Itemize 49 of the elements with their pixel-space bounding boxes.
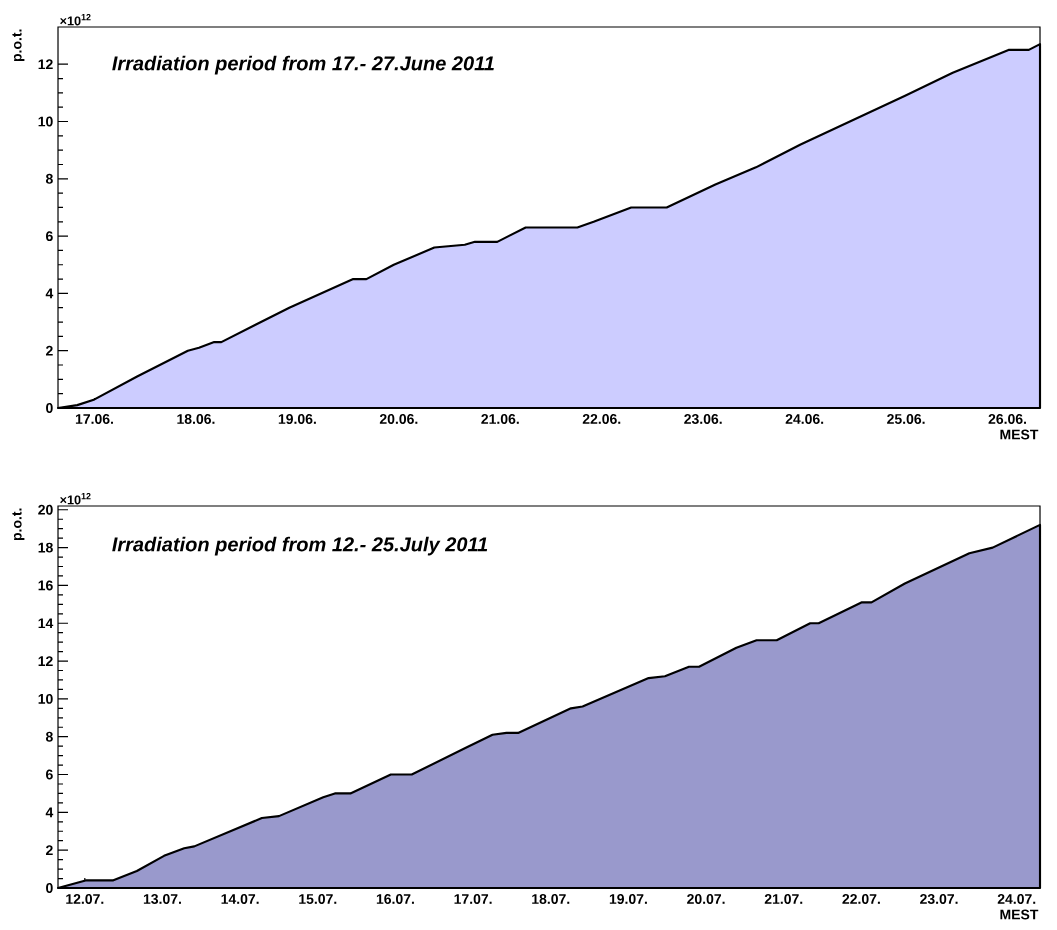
x-tick-label: 25.06. (887, 414, 925, 424)
y-tick-label: 0 (46, 403, 53, 413)
x-tick-label: 26.06. (988, 414, 1027, 424)
x-tick-label: 19.06. (278, 414, 316, 424)
y-axis-title: p.o.t. (12, 508, 25, 541)
x-tick-label: 24.06. (785, 414, 824, 424)
y-tick-label: 10 (38, 693, 53, 704)
y-tick-label: 4 (45, 807, 54, 818)
x-tick-label: 18.06. (177, 414, 215, 424)
x-axis-title: MEST (1000, 909, 1039, 920)
y-tick-label: 12 (38, 59, 53, 70)
text: ×10$^{12}$ (60, 13, 91, 26)
x-tick-label: 17.06. (75, 414, 113, 424)
text: ×10$^{12}$ (60, 492, 91, 505)
y-tick-label: 4 (45, 288, 54, 299)
y-tick-label: 2 (45, 345, 53, 356)
y-tick-label: 8 (45, 731, 53, 742)
x-tick-label: 17.07. (454, 894, 492, 904)
y-tick-label: 0 (46, 883, 53, 893)
x-tick-label: 20.07. (687, 894, 725, 904)
y-tick-label: 6 (46, 231, 53, 242)
x-tick-label: 23.06. (684, 414, 722, 424)
y-tick-label: 12 (38, 656, 53, 666)
x-tick-label: 18.07. (532, 894, 570, 904)
x-tick-label: 21.07. (764, 894, 803, 904)
x-tick-label: 24.07. (997, 894, 1036, 904)
x-tick-label: 22.07. (842, 894, 880, 904)
y-tick-label: 6 (46, 769, 53, 780)
y-tick-label: 14 (38, 618, 54, 629)
y-axis-title: p.o.t. (12, 29, 25, 62)
x-tick-label: 20.06. (379, 414, 418, 424)
x-tick-label: 21.06. (481, 414, 519, 424)
x-tick-label: 23.07. (920, 894, 958, 904)
y-tick-label: 20 (38, 504, 53, 515)
x-tick-label: 15.07. (299, 894, 337, 904)
x-tick-label: 19.07. (609, 894, 647, 904)
text: Irradiation period from 17.- 27.June 2011 (112, 55, 494, 75)
x-tick-label: 12.07. (66, 894, 104, 904)
x-tick-label: 22.06. (582, 414, 621, 424)
text: Irradiation period from 12.- 25.July 2011 (112, 536, 488, 556)
y-tick-label: 16 (38, 580, 53, 591)
x-tick-label: 16.07. (376, 894, 414, 904)
y-tick-label: 10 (38, 116, 53, 127)
y-tick-label: 8 (45, 173, 53, 184)
x-axis-title: MEST (1000, 429, 1039, 440)
y-tick-label: 18 (38, 542, 53, 553)
y-tick-label: 2 (45, 845, 53, 856)
x-tick-label: 13.07. (143, 894, 181, 904)
x-tick-label: 14.07. (221, 894, 259, 904)
